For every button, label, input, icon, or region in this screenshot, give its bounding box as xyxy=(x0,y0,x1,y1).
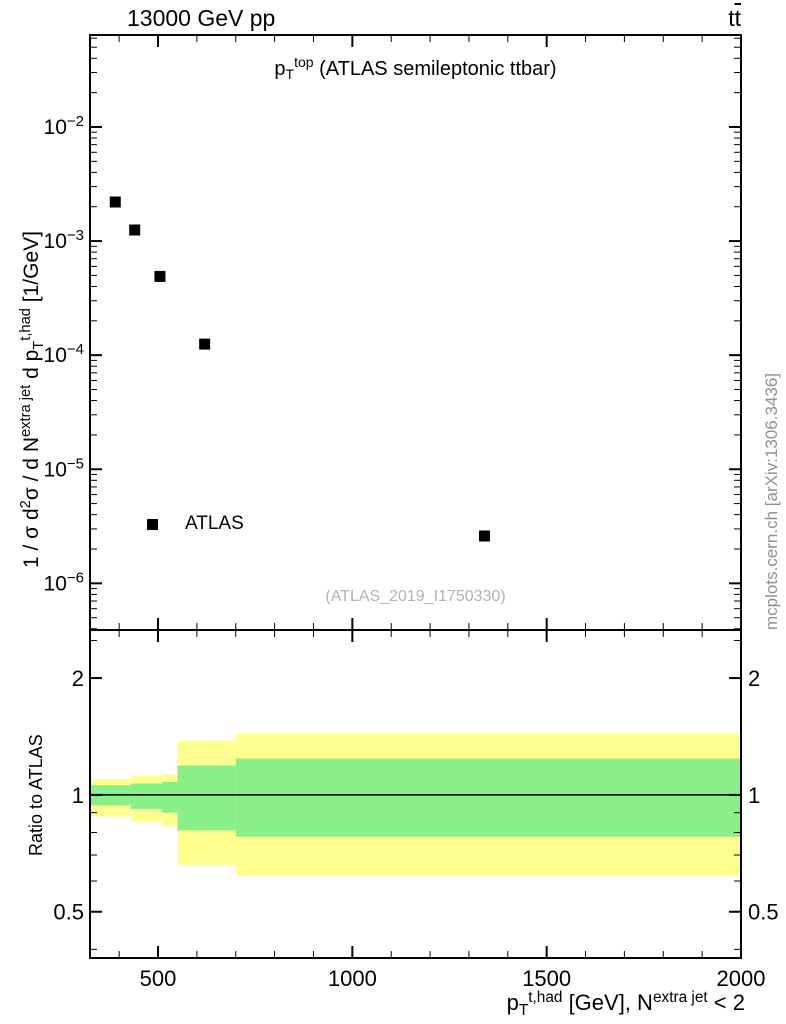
main-y-axis-label: 1 / σ d2σ / d Nextra jet d pTt,had [1/Ge… xyxy=(17,231,47,568)
y-tick-label: 10−6 xyxy=(44,569,84,595)
header-process-label: tt xyxy=(90,5,741,32)
text-segment: p xyxy=(274,58,286,80)
text-segment: T xyxy=(30,340,47,350)
y-tick-label: 10−5 xyxy=(44,455,84,481)
x-tick-label: 1500 xyxy=(522,966,571,991)
ratio-tick-label-left: 1 xyxy=(72,783,84,808)
x-axis-label: pTt,had [GeV], Nextra jet < 2 xyxy=(506,988,745,1019)
tick-label-part: 10 xyxy=(44,230,67,253)
text-segment: extra jet xyxy=(652,988,708,1006)
green-band-segment xyxy=(161,781,178,813)
legend-label: ATLAS xyxy=(185,513,244,534)
ratio-y-axis-label: Ratio to ATLAS xyxy=(26,734,46,856)
text-segment: [1/GeV] xyxy=(20,231,43,309)
data-layer xyxy=(109,196,490,542)
data-point xyxy=(129,224,141,236)
legend: ATLAS xyxy=(147,513,244,535)
data-point xyxy=(199,338,211,350)
tick-label-part: 10 xyxy=(44,344,67,367)
text-segment: T xyxy=(285,66,295,83)
text-segment: [GeV], N xyxy=(562,990,653,1015)
ratio-tick-label-left: 2 xyxy=(72,666,84,691)
ratio-tick-label-right: 0.5 xyxy=(748,900,779,925)
y-tick-label: 10−2 xyxy=(44,113,84,139)
legend-square-marker-icon xyxy=(147,518,158,530)
tick-layer xyxy=(90,35,742,958)
tick-label-part: 10 xyxy=(44,458,67,481)
tick-label-part: 10 xyxy=(44,572,67,595)
x-tick-label: 1000 xyxy=(328,966,377,991)
main-frame xyxy=(89,34,742,631)
green-band-segment xyxy=(235,758,741,837)
ratio-tick-label-right: 1 xyxy=(748,783,760,808)
text-segment: extra jet xyxy=(17,384,34,437)
text-segment: d p xyxy=(20,349,43,385)
green-band-segment xyxy=(130,783,162,809)
text-segment: t xyxy=(734,5,741,31)
ratio-tick-label-right: 2 xyxy=(748,666,760,691)
analysis-watermark: (ATLAS_2019_I1750330) xyxy=(325,588,506,605)
data-point xyxy=(154,270,166,282)
mcplots-side-note: mcplots.cern.ch [arXiv:1306.3436] xyxy=(762,372,781,630)
ratio-tick-label-left: 0.5 xyxy=(53,900,84,925)
tick-label-exponent: −2 xyxy=(67,113,84,130)
text-segment: σ / d N xyxy=(20,437,43,501)
data-point xyxy=(478,530,490,542)
text-segment: (ATLAS semileptonic ttbar) xyxy=(313,58,557,80)
text-segment: < 2 xyxy=(707,990,745,1015)
data-point xyxy=(109,196,121,208)
text-segment: T xyxy=(518,1001,529,1019)
text-segment: 2 xyxy=(17,500,34,509)
y-tick-label: 10−3 xyxy=(44,227,84,253)
text-segment: p xyxy=(506,990,519,1015)
header-energy-label: 13000 GeV pp xyxy=(127,5,276,31)
green-band-segment xyxy=(177,765,236,831)
tick-label-exponent: −6 xyxy=(67,569,84,586)
band-layer xyxy=(90,733,741,876)
text-segment: t,had xyxy=(528,988,563,1006)
text-segment: t xyxy=(728,5,735,31)
tick-label-exponent: −3 xyxy=(67,227,84,244)
text-segment: 1 / σ d xyxy=(20,508,43,568)
tick-label-exponent: −5 xyxy=(67,455,84,472)
x-tick-label: 2000 xyxy=(717,966,766,991)
x-tick-label: 500 xyxy=(140,966,177,991)
tick-label-part: 10 xyxy=(44,116,67,139)
y-tick-label: 10−4 xyxy=(44,341,84,367)
panel-title: pTtop (ATLAS semileptonic ttbar) xyxy=(90,54,741,83)
tick-label-exponent: −4 xyxy=(67,341,84,358)
text-segment: top xyxy=(294,54,314,71)
text-segment: t,had xyxy=(17,308,34,341)
